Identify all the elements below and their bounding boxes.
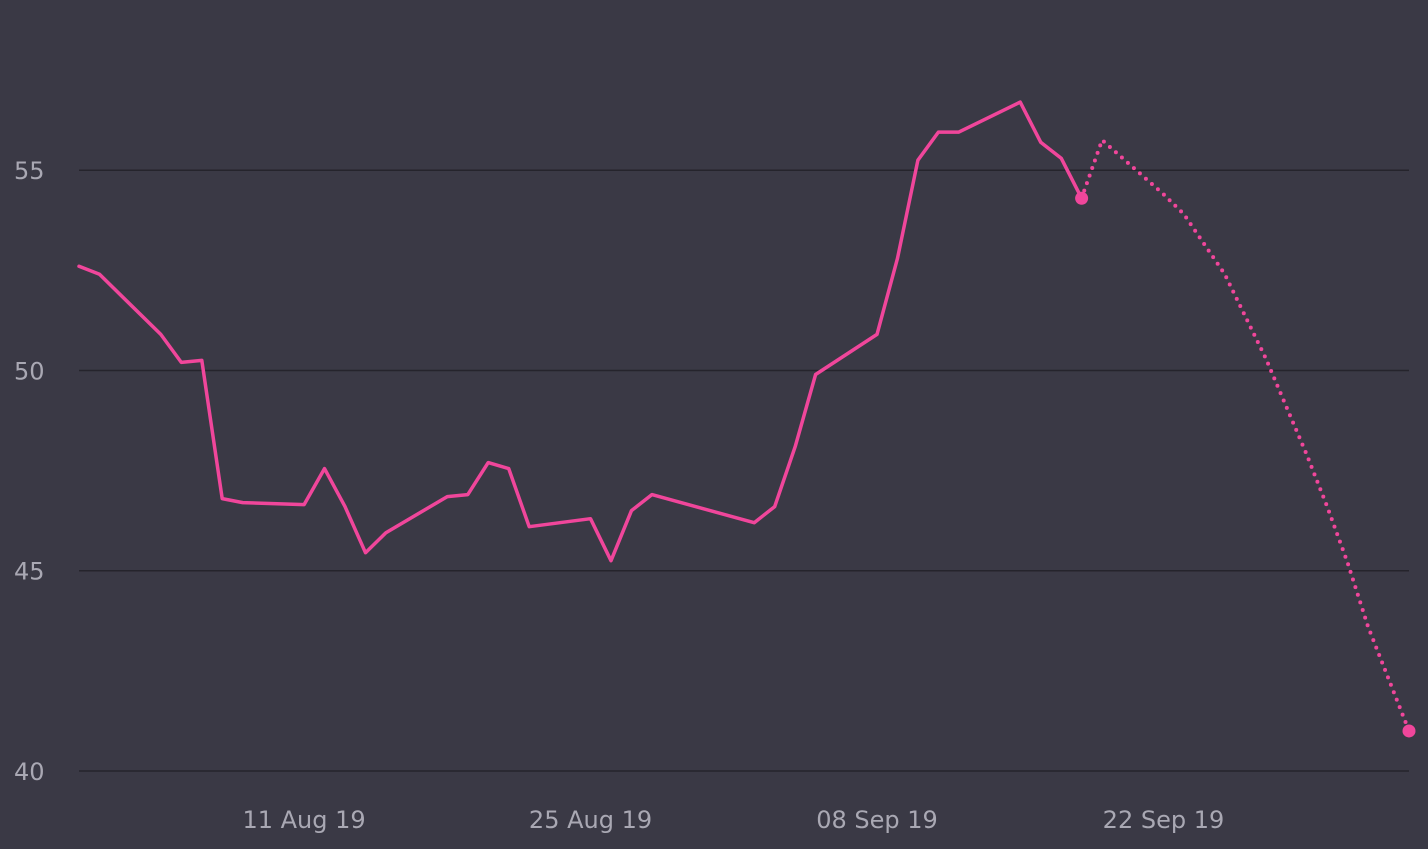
y-tick-label: 50 [14, 357, 45, 385]
series-layer [77, 100, 1416, 738]
y-axis-ticks: 40 45 50 55 [14, 157, 45, 786]
x-axis-ticks: 11 Aug 19 25 Aug 19 08 Sep 19 22 Sep 19 [242, 806, 1224, 834]
forecast-end-point [1402, 724, 1416, 738]
x-tick-label: 11 Aug 19 [242, 806, 365, 834]
history-line [77, 100, 1084, 563]
y-tick-label: 55 [14, 157, 45, 185]
y-tick-label: 40 [14, 758, 45, 786]
forecast-line [1079, 138, 1411, 733]
x-tick-label: 22 Sep 19 [1103, 806, 1225, 834]
grid-lines [79, 169, 1409, 772]
x-tick-label: 25 Aug 19 [529, 806, 652, 834]
x-tick-label: 08 Sep 19 [816, 806, 938, 834]
y-tick-label: 45 [14, 558, 45, 586]
